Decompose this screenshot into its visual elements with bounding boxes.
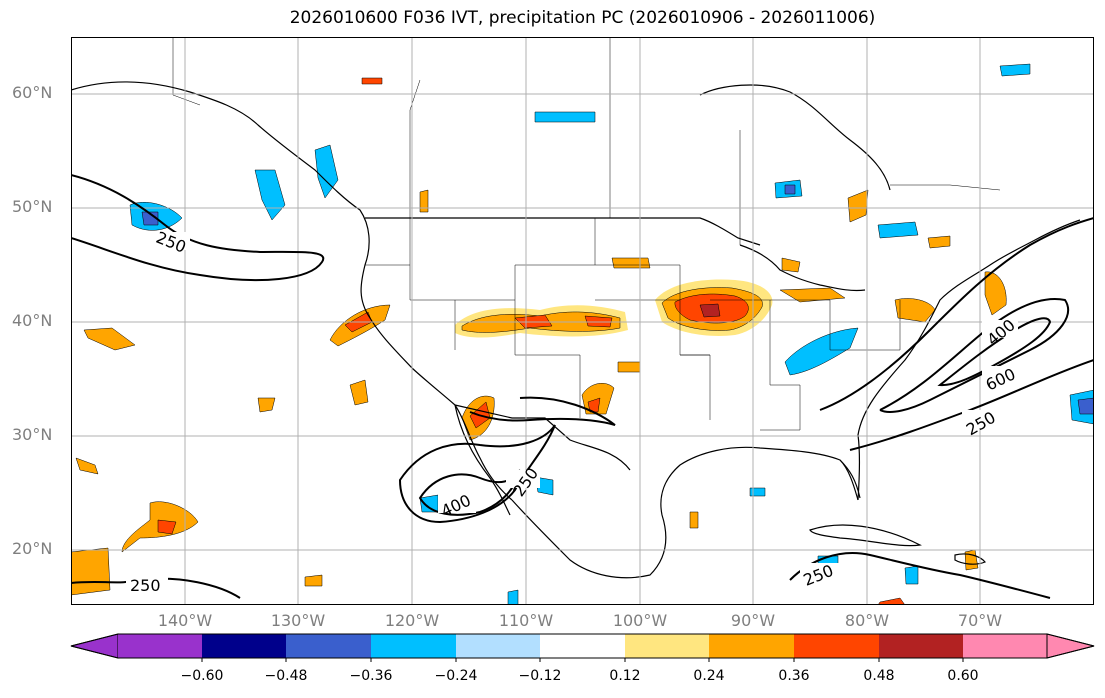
- us-canada-border: [365, 217, 761, 246]
- ivt-contour-mexico: [469, 396, 616, 426]
- precip-negative-region: [1077, 397, 1094, 415]
- lon-label-120w: 120°W: [384, 611, 440, 630]
- great-lakes-outline: [739, 244, 866, 292]
- precip-negative-region: [419, 494, 439, 513]
- colorbar-segment: [202, 634, 286, 658]
- precip-negative-region: [534, 111, 596, 123]
- precip-positive-region: [75, 457, 99, 475]
- ivt-contour-600-atlantic: [937, 317, 1052, 387]
- precip-negative-region: [507, 589, 519, 605]
- graticule: [71, 37, 1094, 605]
- precip-positive-region: [927, 235, 951, 249]
- colorbar-segment: [286, 634, 371, 658]
- colorbar-segment: [118, 634, 202, 658]
- lat-label-20n: 20°N: [12, 539, 53, 558]
- precip-positive-region: [779, 287, 846, 303]
- precip-positive-region: [587, 397, 601, 413]
- precip-positive-region: [83, 327, 136, 351]
- state-borders: [172, 37, 1001, 431]
- colorbar-segment: [963, 634, 1047, 658]
- colorbar-segment: [625, 634, 709, 658]
- lat-label-30n: 30°N: [12, 425, 53, 444]
- precip-negative-region: [141, 211, 159, 226]
- ivt-contour-250-pacific: [71, 174, 325, 282]
- map-title: 2026010600 F036 IVT, precipitation PC (2…: [289, 8, 876, 28]
- colorbar-tick-label: −0.24: [434, 668, 478, 684]
- precip-positive-region: [847, 189, 869, 223]
- precip-positive-region: [689, 511, 699, 529]
- colorbar-outline: [70, 633, 1095, 659]
- colorbar-tick-label: 0.24: [693, 668, 725, 684]
- precip-positive-region: [361, 77, 383, 85]
- colorbar-segment: [371, 634, 456, 658]
- precip-negative-region: [904, 565, 919, 585]
- precip-positive-region: [71, 547, 111, 596]
- colorbar: [70, 633, 1095, 662]
- precip-positive-region: [617, 361, 641, 373]
- lon-label-110w: 110°W: [498, 611, 554, 630]
- precip-negative-region: [784, 184, 796, 195]
- precip-positive-region: [611, 257, 651, 269]
- colorbar-extend-high: [1046, 633, 1095, 659]
- hudson-bay-coast: [699, 84, 891, 191]
- precip-positive-region: [304, 574, 323, 587]
- gulf-of-mexico-coast: [511, 446, 859, 579]
- pacific-coastline: [71, 81, 513, 501]
- lon-label-130w: 130°W: [270, 611, 326, 630]
- lat-label-40n: 40°N: [12, 311, 53, 330]
- colorbar-tick-label: −0.60: [180, 668, 224, 684]
- lon-label-80w: 80°W: [844, 611, 890, 630]
- lon-label-140w: 140°W: [157, 611, 213, 630]
- precip-positive-region: [894, 298, 936, 323]
- colorbar-segment: [794, 634, 879, 658]
- precip-positive-region: [419, 189, 429, 213]
- baja-peninsula-coast: [454, 404, 511, 516]
- precip-positive-region: [349, 379, 369, 406]
- map-panel[interactable]: 250 250 400 250 250 400 600 250: [71, 37, 1094, 605]
- colorbar-segment: [709, 634, 794, 658]
- colorbar-tick-label: 0.12: [609, 668, 641, 684]
- precip-positive-region: [157, 519, 177, 535]
- colorbar-tick-label: 0.48: [863, 668, 895, 684]
- lat-label-50n: 50°N: [12, 197, 53, 216]
- colorbar-tick-label: 0.60: [947, 668, 979, 684]
- cuba-coast: [809, 524, 922, 547]
- precip-negative-region: [877, 221, 919, 239]
- precip-positive-region: [257, 397, 276, 413]
- lon-label-100w: 100°W: [612, 611, 668, 630]
- precip-negative-region: [999, 63, 1031, 77]
- contour-label: 250: [130, 576, 161, 595]
- precip-negative-region: [784, 327, 859, 376]
- lat-label-60n: 60°N: [12, 83, 53, 102]
- ivt-contour-250-mexico: [398, 424, 556, 524]
- map-frame: [71, 37, 1094, 605]
- colorbar-tick-label: 0.36: [778, 668, 810, 684]
- atlantic-coastline: [857, 219, 1081, 501]
- colorbar-segment: [540, 634, 625, 658]
- colorbar-tick-label: −0.48: [264, 668, 308, 684]
- us-mexico-border: [454, 404, 631, 471]
- lon-label-90w: 90°W: [730, 611, 776, 630]
- colorbar-tick-label: −0.36: [349, 668, 393, 684]
- colorbar-segment: [456, 634, 540, 658]
- colorbar-tick-label: −0.12: [518, 668, 562, 684]
- ivt-contour-400-atlantic: [879, 298, 1070, 413]
- hispaniola-coast: [954, 553, 986, 565]
- precip-positive-region: [781, 257, 801, 273]
- lon-label-70w: 70°W: [957, 611, 1003, 630]
- coastlines-and-borders: [71, 81, 1081, 579]
- colorbar-extend-low: [70, 633, 119, 659]
- precip-negative-region: [749, 487, 766, 497]
- colorbar-segment: [879, 634, 963, 658]
- florida-peninsula: [839, 459, 861, 499]
- precip-positive-region: [699, 303, 721, 318]
